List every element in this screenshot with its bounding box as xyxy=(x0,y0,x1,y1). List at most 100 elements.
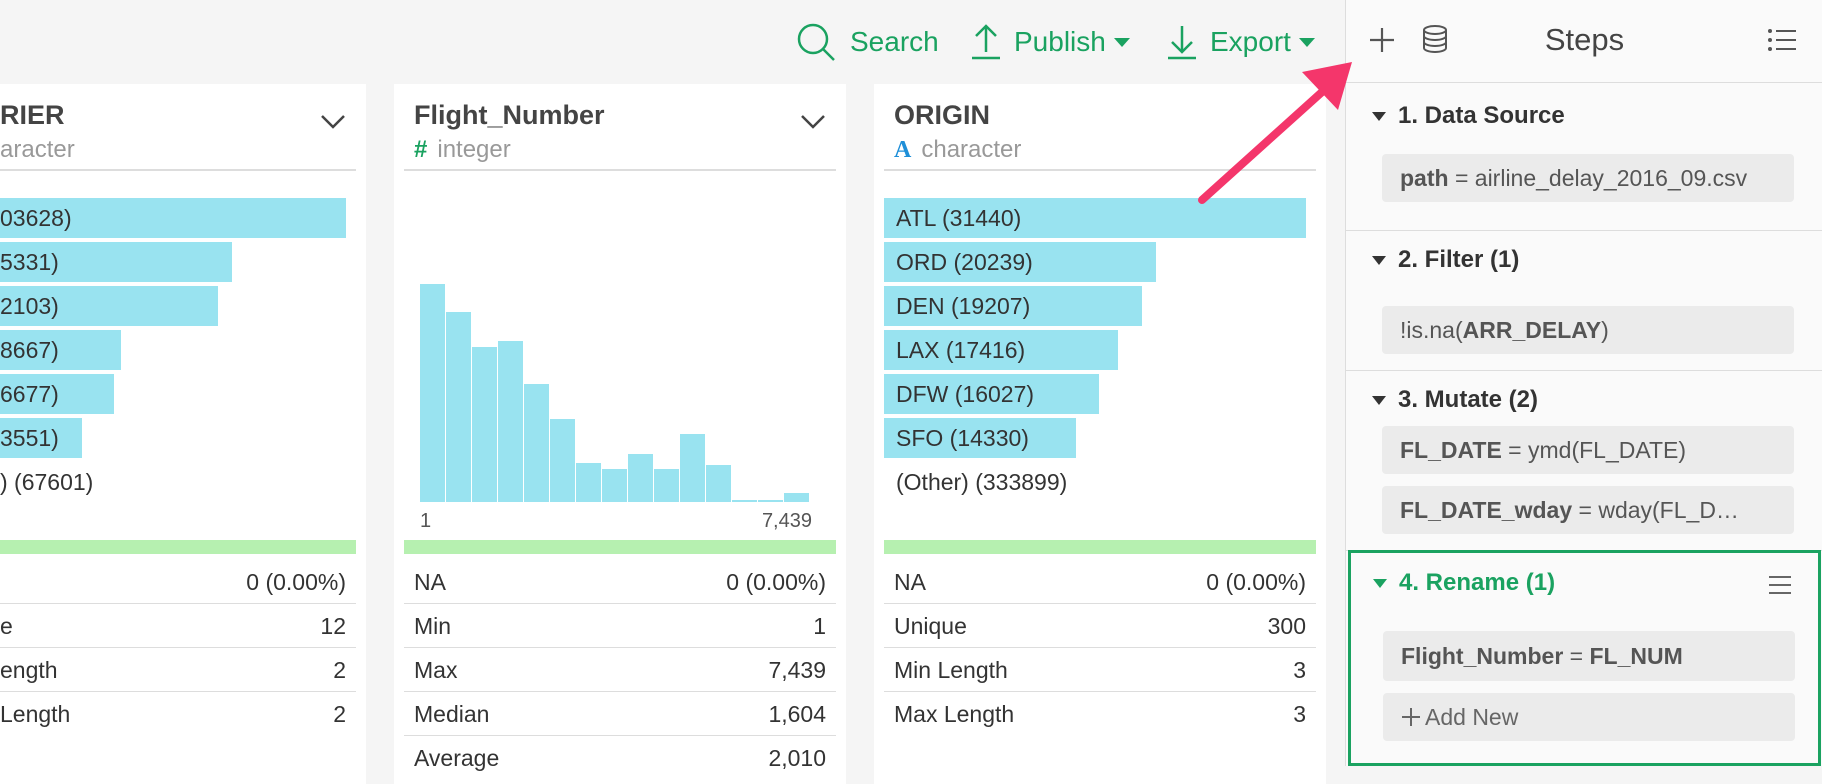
caret-down-icon xyxy=(1372,255,1386,265)
stat-key: Median xyxy=(414,701,490,727)
stat-value: 3 xyxy=(1293,657,1306,683)
histogram-bar[interactable] xyxy=(576,463,601,502)
histogram-bar[interactable] xyxy=(628,454,653,502)
step-title[interactable]: 4. Rename (1) xyxy=(1373,569,1555,597)
stat-row: Min 1 xyxy=(404,604,836,648)
histogram-bar[interactable] xyxy=(706,465,731,502)
stat-row: Median 1,604 xyxy=(404,692,836,736)
step-data-source[interactable]: 1. Data Source path = airline_delay_2016… xyxy=(1346,82,1822,231)
database-icon[interactable] xyxy=(1422,24,1448,54)
histogram-bar[interactable] xyxy=(732,500,757,502)
histogram-bar[interactable] xyxy=(420,284,445,502)
step-title[interactable]: 1. Data Source xyxy=(1372,102,1565,130)
value-bar[interactable] xyxy=(884,198,1306,238)
search-button[interactable]: Search xyxy=(796,18,939,66)
histogram-bar[interactable] xyxy=(550,419,575,502)
value-bar[interactable] xyxy=(0,242,232,282)
step-rename[interactable]: 4. Rename (1) Flight_Number = FL_NUM Add… xyxy=(1348,550,1821,766)
stat-value: 300 xyxy=(1267,613,1306,639)
histogram-bar[interactable] xyxy=(472,347,497,502)
histogram-bar[interactable] xyxy=(498,341,523,502)
export-button[interactable]: Export xyxy=(1166,18,1315,66)
publish-button[interactable]: Publish xyxy=(970,18,1130,66)
list-icon[interactable] xyxy=(1767,28,1797,52)
chevron-down-icon[interactable] xyxy=(320,114,346,130)
stat-value: 0 (0.00%) xyxy=(1206,569,1306,595)
value-bar[interactable] xyxy=(0,330,121,370)
value-bar[interactable] xyxy=(0,286,218,326)
param-key: Flight_Number xyxy=(1401,643,1564,669)
param-op: = xyxy=(1572,497,1599,523)
stat-row: Max Length 3 xyxy=(884,692,1316,735)
param-value: FL_NUM xyxy=(1589,643,1683,669)
histogram-bar[interactable] xyxy=(758,500,783,502)
param-op: = xyxy=(1563,643,1590,669)
histogram-min-label: 1 xyxy=(420,510,432,532)
histogram-bar[interactable] xyxy=(680,434,705,502)
plus-icon[interactable] xyxy=(1368,26,1396,54)
value-bar[interactable] xyxy=(884,286,1142,326)
plus-icon xyxy=(1402,707,1420,726)
step-mutate[interactable]: 3. Mutate (2) FL_DATE = ymd(FL_DATE) FL_… xyxy=(1346,370,1822,551)
param-value: ymd(FL_DATE) xyxy=(1528,437,1687,463)
histogram-bar[interactable] xyxy=(524,384,549,502)
stat-value: 7,439 xyxy=(768,657,826,683)
histogram-bar[interactable] xyxy=(446,312,471,502)
column-card-carrier: RIER aracter 03628) 5331) 2103) 8667) 66… xyxy=(0,84,366,784)
value-bar[interactable] xyxy=(0,198,346,238)
value-bar[interactable] xyxy=(884,330,1118,370)
column-header: Flight_Number # integer xyxy=(404,84,836,171)
stat-value: 2,010 xyxy=(768,745,826,771)
integer-icon: # xyxy=(414,136,428,163)
download-icon xyxy=(1168,26,1196,60)
step-row[interactable]: FL_DATE_wday = wday(FL_D… xyxy=(1382,486,1794,534)
step-title[interactable]: 2. Filter (1) xyxy=(1372,246,1519,274)
value-bar[interactable] xyxy=(0,418,82,458)
step-filter[interactable]: 2. Filter (1) !is.na(ARR_DELAY) xyxy=(1346,230,1822,371)
value-bar-label: DFW (16027) xyxy=(896,381,1035,407)
chevron-down-icon[interactable] xyxy=(800,114,826,130)
stat-value: 2 xyxy=(333,657,346,683)
stat-key: Unique xyxy=(894,613,967,639)
column-type-label: integer xyxy=(437,136,511,163)
stat-row: e 12 xyxy=(0,604,356,648)
step-title[interactable]: 3. Mutate (2) xyxy=(1372,386,1538,414)
histogram-bar[interactable] xyxy=(784,493,809,502)
histogram-max-label: 7,439 xyxy=(761,510,812,532)
menu-icon[interactable] xyxy=(1768,575,1792,595)
chevron-down-icon xyxy=(1113,37,1130,47)
na-bar xyxy=(0,540,356,554)
value-bar[interactable] xyxy=(884,418,1076,458)
step-row[interactable]: !is.na(ARR_DELAY) xyxy=(1382,306,1794,354)
histogram-bar[interactable] xyxy=(654,469,679,502)
other-label: (Other) (333899) xyxy=(896,469,1068,495)
param-key: FL_DATE_wday xyxy=(1400,497,1573,523)
value-bar[interactable] xyxy=(884,242,1156,282)
value-bar[interactable] xyxy=(0,374,114,414)
value-bar-label: DEN (19207) xyxy=(896,293,1031,319)
stat-row: Min Length 3 xyxy=(884,648,1316,692)
publish-label: Publish xyxy=(1014,26,1106,57)
column-name: Flight_Number xyxy=(414,100,605,130)
param-value: airline_delay_2016_09.csv xyxy=(1474,165,1748,191)
character-icon: A xyxy=(894,137,912,163)
value-bar[interactable] xyxy=(884,374,1099,414)
steps-panel: Steps 1. Data Source path = airline_dela… xyxy=(1345,0,1822,766)
step-row[interactable]: Flight_Number = FL_NUM xyxy=(1383,631,1795,681)
histogram-bar[interactable] xyxy=(602,469,627,502)
na-bar xyxy=(884,540,1316,554)
stat-key: Min xyxy=(414,613,452,639)
stat-row: Length 2 xyxy=(0,692,356,735)
value-bar-label: LAX (17416) xyxy=(896,337,1026,363)
add-new-button[interactable]: Add New xyxy=(1383,693,1795,741)
stat-value: 0 (0.00%) xyxy=(726,569,826,595)
stat-row: Max 7,439 xyxy=(404,648,836,692)
stat-value: 12 xyxy=(320,613,346,639)
value-bar-label: 03628) xyxy=(0,205,72,231)
column-type: # integer xyxy=(414,136,511,164)
step-row[interactable]: FL_DATE = ymd(FL_DATE) xyxy=(1382,426,1794,474)
column-name: RIER xyxy=(0,100,65,130)
step-row[interactable]: path = airline_delay_2016_09.csv xyxy=(1382,154,1794,202)
